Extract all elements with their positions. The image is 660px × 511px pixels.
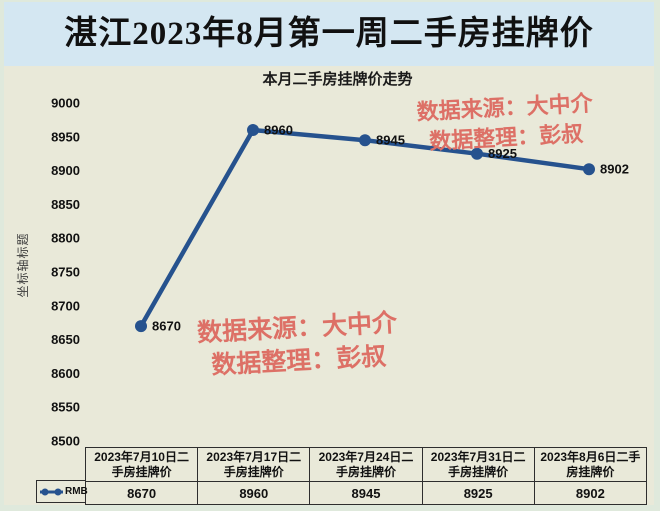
title-band: 湛江2023年8月第一周二手房挂牌价 xyxy=(4,2,654,66)
watermark-top-right: 数据来源：大中介 数据整理：彭叔 xyxy=(397,87,615,158)
table-value-cell-0: 8670 xyxy=(84,481,199,505)
table-header-cell-1: 2023年7月17日二手房挂牌价 xyxy=(197,447,311,482)
table-value-cell-2: 8945 xyxy=(309,481,423,505)
x-axis-data-table: 2023年7月10日二手房挂牌价 2023年7月17日二手房挂牌价 2023年7… xyxy=(84,447,648,505)
page-title: 湛江2023年8月第一周二手房挂牌价 xyxy=(64,16,594,52)
y-axis-title: 坐标轴标题 xyxy=(16,232,30,298)
table-header-cell-4: 2023年8月6日二手房挂牌价 xyxy=(533,447,648,482)
table-value-cell-3: 8925 xyxy=(421,481,535,505)
legend-series-label: RMB xyxy=(65,486,88,497)
legend: RMB xyxy=(36,480,88,503)
table-value-row: 8670 8960 8945 8925 8902 xyxy=(84,481,648,505)
table-header-cell-2: 2023年7月24日二手房挂牌价 xyxy=(309,447,423,482)
line-marker-legend-icon xyxy=(40,488,63,495)
table-value-cell-1: 8960 xyxy=(197,481,311,505)
table-header-cell-3: 2023年7月31日二手房挂牌价 xyxy=(421,447,535,482)
watermark-center: 数据来源：大中介 数据整理：彭叔 xyxy=(176,306,419,384)
table-header-cell-0: 2023年7月10日二手房挂牌价 xyxy=(84,447,199,482)
table-value-cell-4: 8902 xyxy=(533,481,648,505)
chart-title: 本月二手房挂牌价走势 xyxy=(262,71,413,88)
table-header-row: 2023年7月10日二手房挂牌价 2023年7月17日二手房挂牌价 2023年7… xyxy=(84,447,648,482)
